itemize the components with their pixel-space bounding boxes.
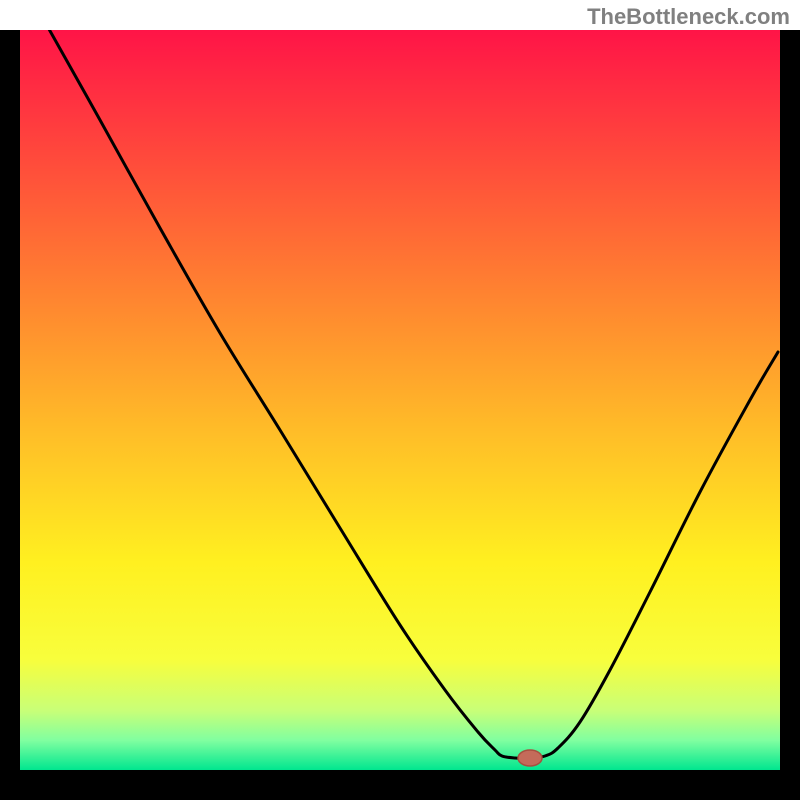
bottleneck-chart [0,30,800,800]
optimum-marker [518,750,542,766]
frame-bottom [0,770,800,800]
chart-svg [0,30,800,800]
frame-left [0,30,20,800]
watermark-text: TheBottleneck.com [587,4,790,30]
chart-background [20,30,780,770]
frame-right [780,30,800,800]
